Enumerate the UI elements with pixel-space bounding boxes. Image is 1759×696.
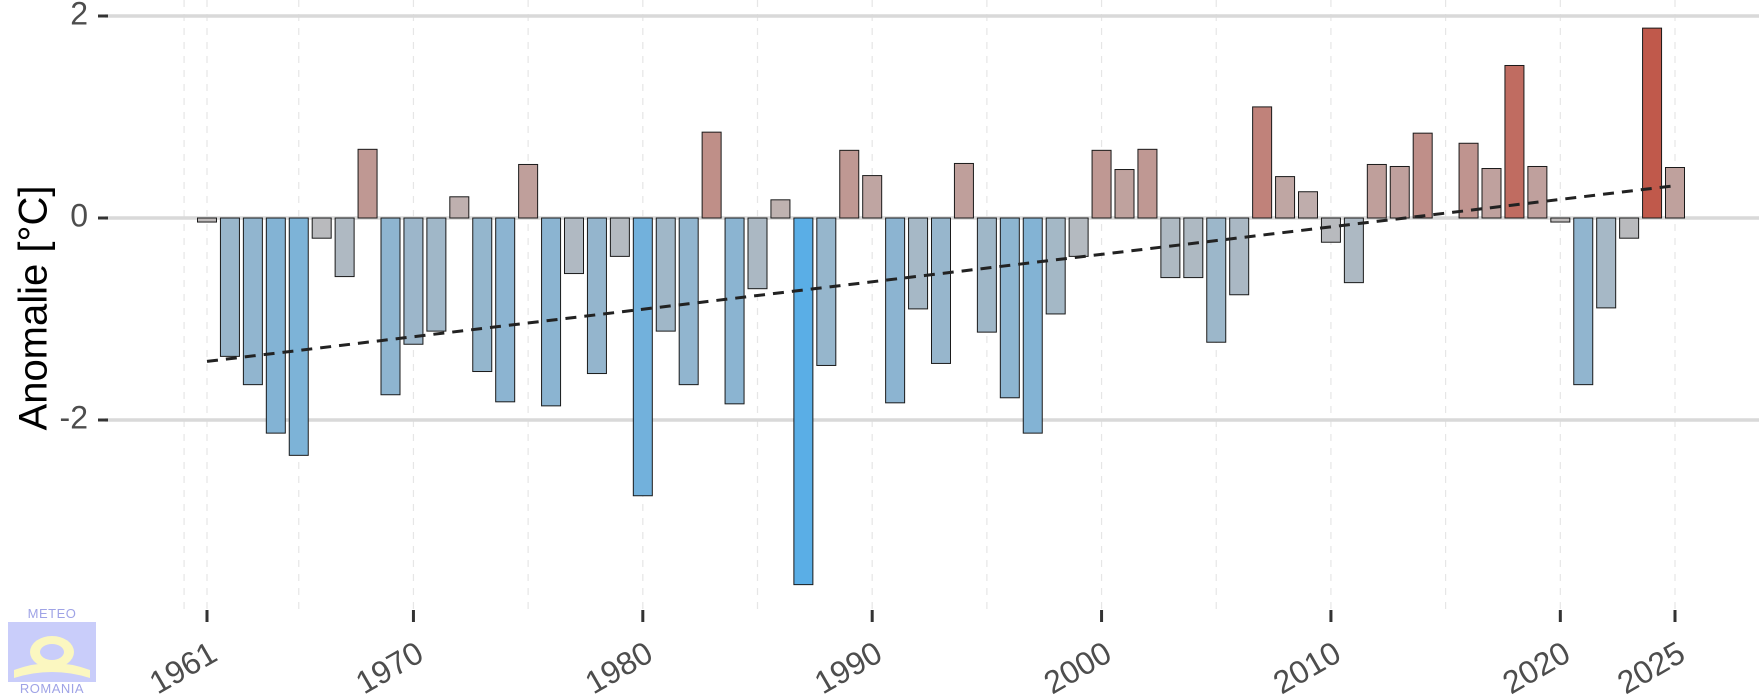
bar-2022 (1596, 217, 1617, 309)
bar-1966 (311, 217, 332, 239)
bar-1996 (999, 217, 1020, 399)
bar-1967 (334, 217, 355, 278)
bar-2016 (1458, 142, 1479, 219)
x-tick-label: 2000 (1038, 634, 1118, 695)
y-tick-label: 2 (70, 0, 88, 31)
bar-1983 (701, 131, 722, 219)
y-tick-label: 0 (70, 197, 88, 233)
bar-1982 (678, 217, 699, 386)
bar-2005 (1206, 217, 1227, 343)
bar-1976 (541, 217, 562, 407)
bar-2014 (1412, 132, 1433, 219)
bar-2025 (1665, 167, 1685, 219)
bar-1989 (839, 149, 860, 219)
bar-2021 (1573, 217, 1594, 386)
bar-1980 (632, 217, 653, 497)
bar-1987 (793, 217, 814, 586)
bar-2024 (1642, 27, 1663, 219)
bar-1998 (1045, 217, 1066, 315)
bar-2013 (1389, 165, 1410, 219)
bars-group (197, 27, 1685, 586)
bar-1985 (747, 217, 768, 290)
bar-1997 (1022, 217, 1043, 434)
bar-2006 (1229, 217, 1250, 296)
bar-1978 (586, 217, 607, 375)
bar-2020 (1550, 217, 1571, 223)
bar-1994 (953, 162, 974, 219)
bar-2010 (1320, 217, 1341, 243)
bar-2009 (1298, 191, 1318, 219)
bar-1974 (495, 217, 516, 403)
x-tick-label: 2025 (1611, 634, 1691, 695)
bar-2017 (1481, 168, 1502, 219)
x-tick-label: 1980 (579, 634, 659, 695)
bar-1973 (472, 217, 493, 373)
bar-2002 (1137, 148, 1158, 219)
x-axis: 1961 1970 1980 1990 2000 2010 2020 2025 (143, 610, 1691, 695)
y-axis: 2 0 -2 (60, 0, 108, 435)
logo-text-top: METEO (27, 606, 77, 621)
bar-2007 (1252, 106, 1273, 219)
bar-1972 (449, 196, 470, 219)
minor-gridlines (183, 0, 1676, 610)
bar-1977 (564, 217, 584, 275)
bar-2019 (1527, 165, 1548, 219)
bar-2018 (1504, 64, 1525, 219)
bar-1992 (908, 217, 929, 310)
bar-1984 (724, 217, 745, 405)
bar-2011 (1343, 217, 1364, 284)
y-axis-label: Anomalie [°C] (12, 186, 56, 431)
bar-2004 (1183, 217, 1204, 279)
bar-1962 (219, 217, 240, 357)
logo-text-bottom: ROMANIA (19, 681, 85, 696)
x-tick-label: 1961 (143, 634, 223, 695)
bar-1964 (265, 217, 286, 434)
bar-2012 (1366, 163, 1387, 219)
bar-2003 (1160, 217, 1181, 279)
bar-1971 (426, 217, 447, 332)
meteo-romania-logo: METEO ROMANIA (6, 606, 98, 696)
y-tick-label: -2 (60, 399, 88, 435)
bar-1988 (816, 217, 837, 366)
bar-1975 (518, 163, 539, 219)
bar-1999 (1068, 217, 1089, 257)
bar-1995 (976, 217, 997, 333)
bar-1986 (770, 199, 791, 219)
bar-2008 (1275, 176, 1296, 219)
bar-2001 (1114, 169, 1135, 219)
x-tick-label: 2010 (1267, 634, 1347, 695)
bar-1991 (885, 217, 906, 404)
bar-1990 (862, 175, 883, 219)
bar-1965 (288, 217, 309, 456)
bar-1981 (655, 217, 676, 332)
bar-1968 (357, 148, 378, 219)
bar-1963 (242, 217, 263, 386)
bar-2023 (1619, 217, 1640, 239)
bar-1969 (380, 217, 401, 396)
bar-1993 (931, 217, 951, 364)
meteo-emblem-icon (8, 622, 96, 682)
bar-2000 (1091, 149, 1112, 219)
x-tick-label: 2020 (1496, 634, 1576, 695)
bar-1979 (609, 217, 630, 257)
x-tick-label: 1990 (808, 634, 888, 695)
bar-1970 (403, 217, 424, 345)
x-tick-label: 1970 (350, 634, 430, 695)
bar-1961 (197, 217, 217, 223)
